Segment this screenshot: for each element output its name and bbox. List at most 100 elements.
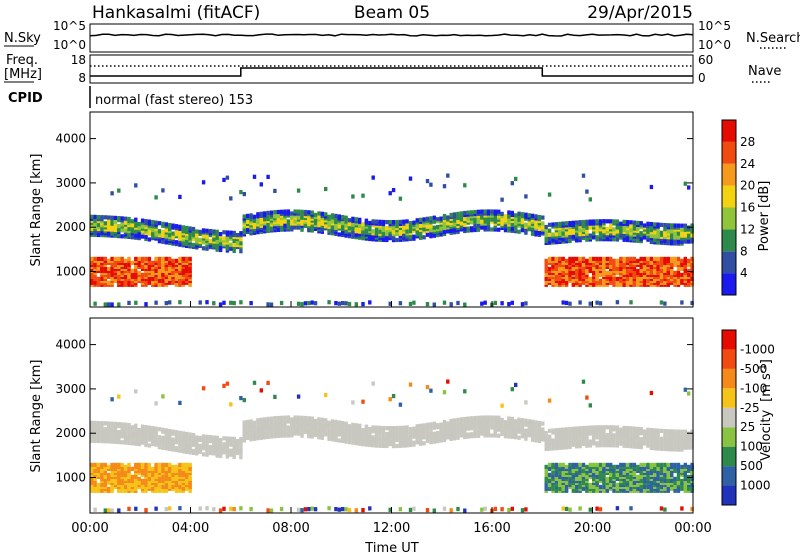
power-cell: [612, 266, 616, 271]
velocity-cell: [239, 447, 243, 452]
velocity-cell: [256, 424, 260, 429]
power-cell: [602, 282, 606, 287]
velocity-cell: [249, 507, 253, 512]
velocity-cell: [439, 422, 443, 427]
velocity-cell: [185, 472, 189, 477]
velocity-cell: [324, 430, 328, 435]
power-cell: [642, 256, 647, 261]
velocity-cell: [578, 462, 582, 467]
power-cell: [581, 219, 586, 225]
velocity-cell: [395, 425, 399, 431]
power-cell: [459, 215, 464, 220]
velocity-cell: [619, 462, 623, 467]
power-cell: [588, 301, 592, 306]
noise-tick-left-top: 10^5: [53, 19, 86, 33]
colorbar-swatch: [722, 349, 736, 369]
power-cell: [629, 300, 633, 305]
power-cell: [232, 248, 236, 253]
power-cell: [127, 256, 131, 261]
velocity-cell: [625, 474, 630, 479]
velocity-cell: [263, 417, 267, 422]
power-cell: [581, 227, 586, 233]
power-cell: [483, 209, 487, 214]
velocity-cell: [205, 440, 209, 445]
power-cell: [632, 256, 637, 261]
velocity-cell: [568, 440, 572, 446]
velocity-cell: [361, 428, 365, 433]
power-cell: [503, 224, 508, 229]
power-cell: [670, 256, 674, 261]
velocity-cell: [578, 482, 582, 487]
velocity-cell: [313, 418, 318, 423]
velocity-cell: [90, 462, 94, 467]
power-cell: [130, 235, 135, 240]
power-cell: [354, 302, 358, 307]
power-cell: [680, 258, 684, 263]
power-cell: [113, 215, 118, 220]
cpid-text: normal (fast stereo) 153: [95, 93, 253, 108]
velocity-ytick-label: 2000: [55, 426, 86, 440]
velocity-cell: [164, 434, 168, 439]
power-cell: [676, 266, 681, 271]
power-cell: [198, 237, 202, 242]
velocity-cell: [398, 435, 403, 440]
velocity-cell: [486, 415, 491, 420]
velocity-cell: [181, 486, 185, 491]
power-cell: [642, 282, 647, 287]
velocity-cell: [588, 462, 592, 467]
power-cell: [493, 209, 497, 214]
velocity-cell: [123, 422, 128, 427]
velocity-cell: [408, 435, 413, 440]
velocity-cell: [273, 416, 277, 421]
velocity-cell: [615, 482, 620, 487]
power-cell: [551, 232, 555, 237]
power-cell: [368, 226, 372, 232]
velocity-cell: [283, 429, 287, 434]
velocity-cell: [653, 428, 657, 433]
power-cell: [547, 236, 552, 241]
velocity-cell: [598, 443, 603, 448]
power-cell: [107, 274, 111, 279]
power-cell: [201, 180, 206, 185]
velocity-cell: [107, 480, 111, 485]
velocity-cell: [480, 415, 484, 420]
power-cell: [564, 221, 569, 226]
power-cell: [544, 262, 548, 267]
velocity-cell: [157, 427, 162, 432]
power-cell: [595, 256, 599, 261]
power-cell: [212, 237, 216, 242]
velocity-cell: [649, 439, 654, 445]
power-cell: [429, 182, 433, 187]
velocity-cell: [612, 472, 616, 477]
velocity-cell: [286, 425, 291, 430]
velocity-cell: [469, 416, 474, 421]
velocity-cell: [649, 462, 654, 467]
power-cell: [656, 270, 660, 275]
velocity-cell: [90, 420, 94, 425]
power-cell: [666, 256, 670, 261]
power-cell: [185, 266, 189, 271]
velocity-cell: [347, 424, 352, 429]
velocity-cell: [483, 506, 487, 511]
power-cell: [351, 230, 355, 235]
power-cell: [432, 219, 436, 224]
power-cell: [659, 256, 664, 261]
velocity-cell: [103, 462, 107, 467]
power-cell: [571, 228, 575, 233]
velocity-cell: [110, 478, 114, 483]
power-cell: [595, 264, 599, 269]
velocity-cell: [266, 380, 270, 385]
power-cell: [154, 276, 158, 281]
colorbar-tick-label: 1000: [740, 479, 771, 493]
velocity-cell: [110, 437, 114, 442]
velocity-cell: [446, 435, 450, 440]
velocity-cell: [137, 476, 141, 481]
colorbar-swatch: [722, 141, 736, 164]
power-cell: [374, 231, 379, 236]
power-cell: [198, 229, 202, 234]
velocity-cell: [130, 441, 135, 446]
velocity-cell: [636, 486, 640, 491]
velocity-cell: [547, 398, 552, 403]
power-cell: [405, 223, 409, 228]
velocity-cell: [687, 391, 691, 396]
